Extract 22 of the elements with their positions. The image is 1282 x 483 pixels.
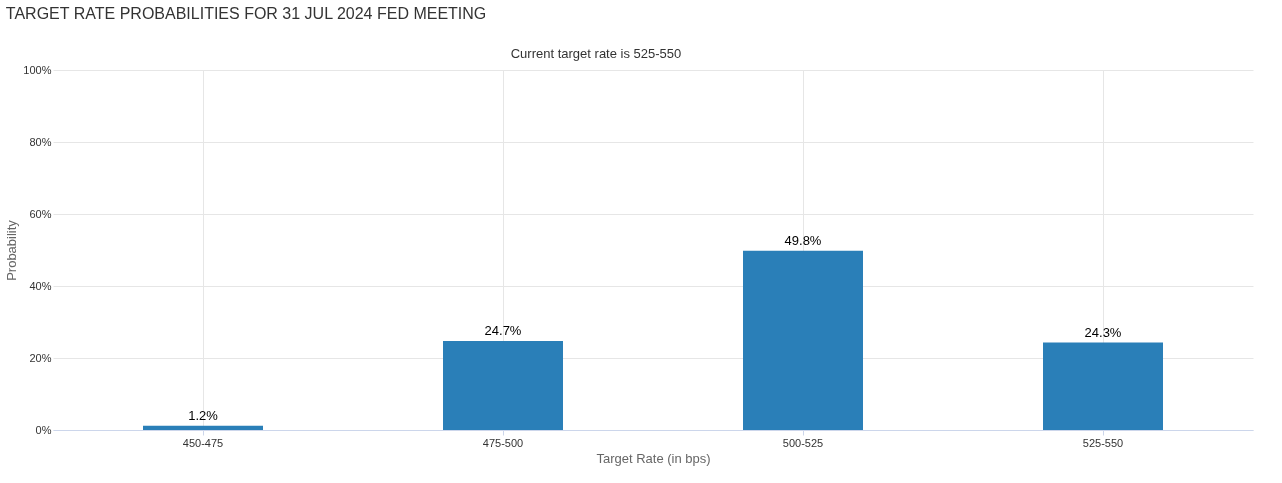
y-axis-title: Probability	[4, 219, 20, 281]
y-tick-label: 100%	[23, 63, 52, 76]
x-axis-title: Target Rate (in bps)	[596, 450, 711, 466]
x-tick-label: 525-550	[1082, 436, 1124, 449]
x-tick-label: 475-500	[482, 436, 524, 449]
data-label: 49.8%	[784, 232, 822, 248]
data-label: 24.7%	[484, 323, 522, 339]
y-tick-label: 60%	[29, 207, 52, 220]
y-tick-label: 0%	[35, 423, 52, 436]
bar	[743, 250, 863, 430]
data-label: 24.3%	[1084, 324, 1122, 340]
bar	[1043, 342, 1163, 430]
y-tick-label: 20%	[29, 351, 52, 364]
y-tick-label: 40%	[29, 279, 52, 292]
bar	[143, 425, 263, 430]
y-tick-label: 80%	[29, 135, 52, 148]
x-tick-label: 500-525	[782, 436, 824, 449]
bar	[443, 341, 563, 430]
x-tick-label: 450-475	[182, 436, 224, 449]
chart-subtitle: Current target rate is 525-550	[510, 46, 682, 61]
data-label: 1.2%	[188, 407, 219, 423]
chart-title: TARGET RATE PROBABILITIES FOR 31 JUL 2024 FED MEETING	[5, 5, 487, 22]
